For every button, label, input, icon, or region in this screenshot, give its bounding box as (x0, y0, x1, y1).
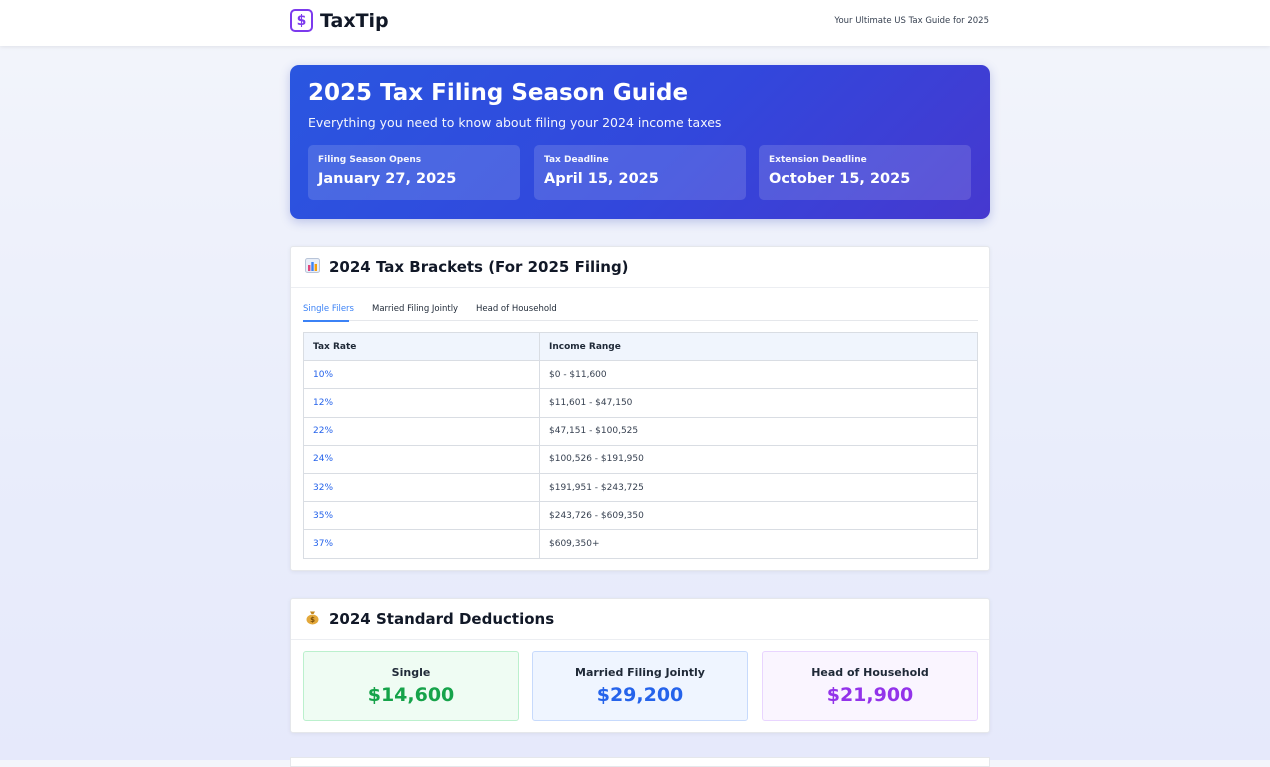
hero-banner: 2025 Tax Filing Season Guide Everything … (290, 65, 990, 219)
tagline: Your Ultimate US Tax Guide for 2025 (834, 16, 989, 26)
table-row: 10% $0 - $11,600 (303, 360, 978, 390)
tax-rate-cell: 35% (303, 501, 540, 531)
income-range-cell: $191,951 - $243,725 (539, 472, 978, 503)
hero-subtitle: Everything you need to know about filing… (308, 115, 722, 130)
date-card-tax-deadline: Tax Deadline April 15, 2025 (534, 145, 746, 200)
date-value: October 15, 2025 (769, 171, 911, 187)
deduction-label: Single (391, 666, 431, 679)
table-row: 37% $609,350+ (303, 529, 978, 559)
tax-rate-cell: 22% (303, 416, 540, 446)
income-range-cell: $100,526 - $191,950 (539, 444, 978, 474)
standard-deductions-card: $ 2024 Standard Deductions Single $14,60… (290, 598, 990, 733)
date-value: April 15, 2025 (544, 171, 659, 187)
svg-text:$: $ (310, 616, 315, 624)
dollar-icon: $ (290, 9, 313, 32)
income-range-cell: $0 - $11,600 (539, 360, 978, 390)
table-row: 12% $11,601 - $47,150 (303, 388, 978, 418)
tax-rate-cell: 24% (303, 444, 540, 474)
tax-rate-cell: 12% (303, 388, 540, 418)
date-label: Extension Deadline (769, 155, 867, 165)
tax-brackets-card: 2024 Tax Brackets (For 2025 Filing) Sing… (290, 246, 990, 571)
table-header-row: Tax Rate Income Range (303, 331, 978, 362)
bar-chart-icon (304, 257, 320, 277)
deduction-box-head-of-household: Head of Household $21,900 (762, 651, 978, 721)
income-range-cell: $243,726 - $609,350 (539, 501, 978, 531)
date-label: Filing Season Opens (318, 155, 422, 165)
tax-brackets-table: Tax Rate Income Range 10% $0 - $11,600 1… (303, 331, 978, 559)
tax-rate-cell: 32% (303, 472, 540, 503)
income-range-cell: $609,350+ (539, 529, 978, 559)
brand-name: TaxTip (320, 9, 389, 32)
card-title: 2024 Standard Deductions (329, 610, 555, 628)
deduction-label: Head of Household (811, 666, 929, 679)
next-section-card (290, 757, 990, 767)
tab-married-filing-jointly[interactable]: Married Filing Jointly (372, 304, 459, 314)
brand[interactable]: $ TaxTip (290, 9, 389, 32)
date-card-filing-opens: Filing Season Opens January 27, 2025 (308, 145, 520, 200)
table-row: 22% $47,151 - $100,525 (303, 416, 978, 446)
date-label: Tax Deadline (544, 155, 609, 165)
table-row: 35% $243,726 - $609,350 (303, 501, 978, 531)
table-row: 32% $191,951 - $243,725 (303, 472, 978, 503)
column-header-income-range: Income Range (539, 331, 978, 362)
tab-head-of-household[interactable]: Head of Household (476, 304, 557, 314)
income-range-cell: $47,151 - $100,525 (539, 416, 978, 446)
tab-single-filers[interactable]: Single Filers (303, 304, 354, 314)
card-title: 2024 Tax Brackets (For 2025 Filing) (329, 258, 629, 276)
income-range-cell: $11,601 - $47,150 (539, 388, 978, 418)
deduction-amount: $21,900 (826, 684, 914, 706)
deduction-box-married-jointly: Married Filing Jointly $29,200 (532, 651, 748, 721)
tax-rate-cell: 37% (303, 529, 540, 559)
deduction-amount: $29,200 (596, 684, 684, 706)
deduction-box-single: Single $14,600 (303, 651, 519, 721)
hero-title: 2025 Tax Filing Season Guide (308, 80, 689, 106)
deduction-label: Married Filing Jointly (575, 666, 705, 679)
active-tab-indicator (303, 320, 349, 322)
card-header: 2024 Tax Brackets (For 2025 Filing) (291, 247, 989, 288)
date-card-extension-deadline: Extension Deadline October 15, 2025 (759, 145, 971, 200)
top-navbar: $ TaxTip Your Ultimate US Tax Guide for … (0, 0, 1270, 46)
filer-type-tabs: Single Filers Married Filing Jointly Hea… (303, 299, 978, 322)
money-bag-icon: $ (304, 610, 320, 629)
date-value: January 27, 2025 (318, 171, 457, 187)
tax-rate-cell: 10% (303, 360, 540, 390)
deduction-amount: $14,600 (367, 684, 455, 706)
card-header: $ 2024 Standard Deductions (291, 599, 989, 640)
table-row: 24% $100,526 - $191,950 (303, 444, 978, 474)
column-header-tax-rate: Tax Rate (303, 331, 540, 362)
